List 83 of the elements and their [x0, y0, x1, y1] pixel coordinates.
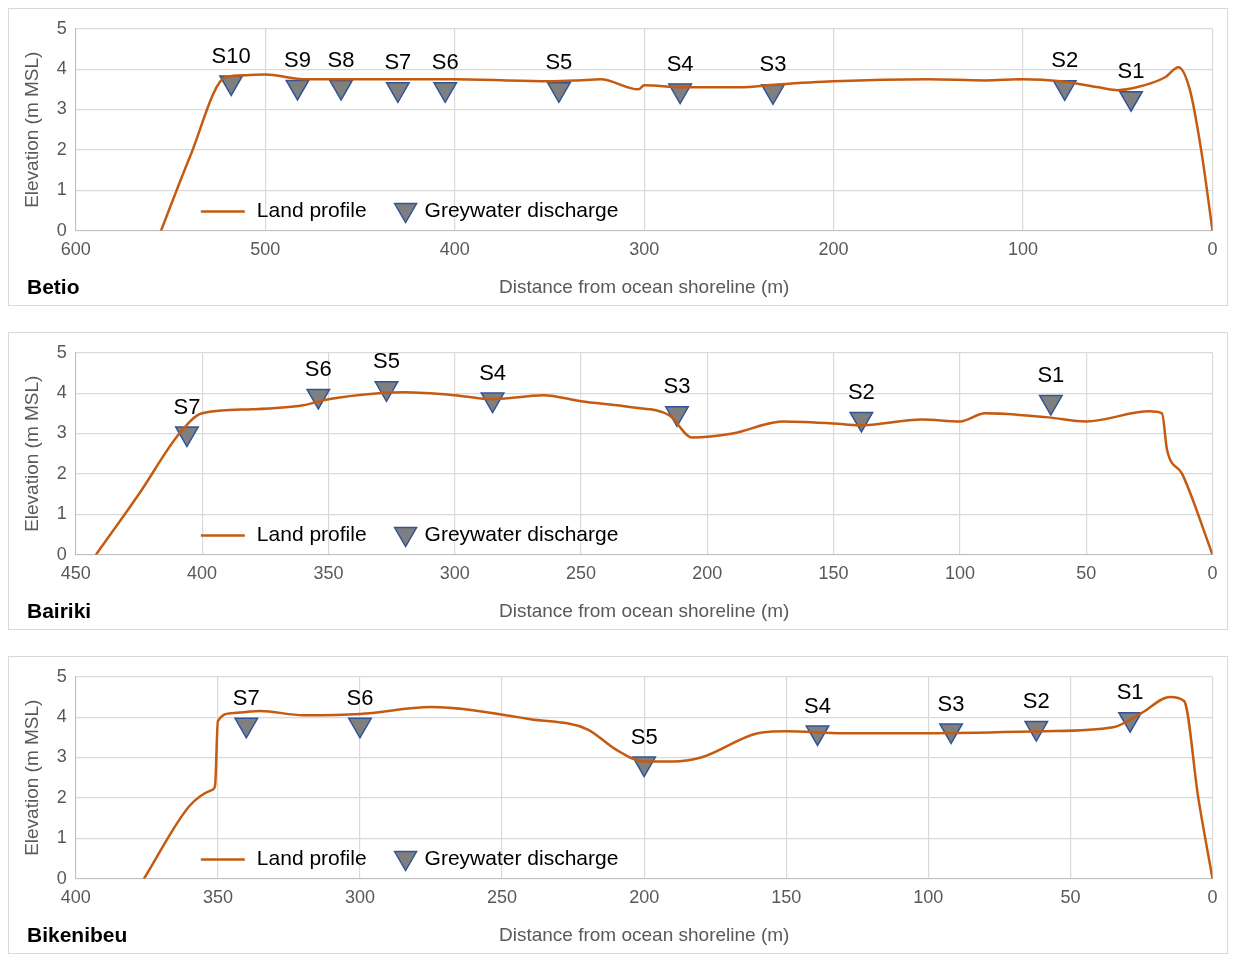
annotation: S4	[804, 692, 831, 718]
y-axis-title: Elevation (m MSL)	[20, 375, 42, 532]
x-tick-label: 0	[1207, 239, 1218, 260]
y-tick-label: 3	[56, 422, 67, 443]
y-axis-title: Elevation (m MSL)	[20, 51, 42, 208]
y-tick-label: 4	[56, 706, 67, 727]
annotation: S1	[1116, 679, 1144, 705]
annotation: S5	[545, 49, 573, 75]
annotation: S2	[1051, 47, 1079, 73]
annotation: S6	[304, 356, 332, 382]
text: Bairiki	[27, 599, 92, 623]
annotation: S3	[759, 51, 787, 77]
x-tick-label: 300	[344, 887, 376, 908]
annotation: S1	[1037, 362, 1065, 388]
annotation: S7	[232, 684, 260, 710]
y-axis-title: Elevation (m MSL)	[20, 699, 42, 856]
legend-label: Greywater discharge	[424, 846, 619, 870]
annotation: S9	[284, 46, 311, 72]
x-tick-label: 300	[629, 239, 660, 260]
annotation: S2	[847, 379, 875, 405]
x-tick-label: 450	[60, 563, 91, 584]
y-tick-label: 3	[56, 98, 67, 119]
y-tick-label: 2	[56, 462, 67, 483]
x-axis-title: Distance from ocean shoreline (m)	[498, 275, 790, 297]
annotation: S7	[384, 49, 412, 75]
x-tick-label: 500	[250, 239, 281, 260]
y-tick-label: 2	[56, 138, 67, 159]
x-tick-label: 150	[771, 887, 802, 908]
y-tick-label: 0	[56, 543, 67, 564]
legend-label: Land profile	[256, 198, 367, 222]
legend-label: Greywater discharge	[424, 522, 619, 546]
annotation: S5	[373, 348, 400, 374]
x-tick-label: 50	[1060, 887, 1081, 908]
x-tick-label: 0	[1207, 887, 1218, 908]
annotation: S3	[663, 373, 691, 399]
y-tick-label: 5	[56, 341, 67, 362]
annotation: S6	[346, 684, 374, 710]
y-tick-label: 4	[56, 58, 67, 79]
annotation: S4	[666, 50, 694, 76]
annotation: S6	[431, 49, 459, 75]
x-tick-label: 100	[913, 887, 944, 908]
annotation: S8	[327, 46, 355, 72]
y-tick-label: 0	[56, 867, 67, 888]
annotation: S1	[1117, 58, 1145, 84]
y-tick-label: 1	[56, 827, 67, 848]
annotation: S5	[630, 723, 658, 749]
x-tick-label: 400	[439, 239, 470, 260]
x-tick-label: 250	[487, 887, 518, 908]
annotation: S7	[173, 393, 201, 419]
x-axis-title: Distance from ocean shoreline (m)	[498, 923, 790, 945]
y-tick-label: 0	[56, 219, 67, 240]
annotation: S10	[211, 42, 251, 68]
x-tick-label: 400	[60, 887, 91, 908]
annotation: S4	[479, 359, 507, 385]
legend-label: Land profile	[256, 522, 367, 546]
x-tick-label: 350	[202, 887, 233, 908]
annotation: S2	[1022, 688, 1050, 714]
x-tick-label: 100	[1008, 239, 1039, 260]
annotation: S3	[937, 690, 965, 716]
x-tick-label: 200	[629, 887, 660, 908]
y-tick-label: 3	[56, 746, 67, 767]
y-tick-label: 1	[56, 179, 67, 200]
y-tick-label: 4	[56, 382, 67, 403]
text: Bikenibeu	[27, 923, 128, 947]
x-tick-label: 400	[187, 563, 218, 584]
x-axis-title: Distance from ocean shoreline (m)	[498, 599, 790, 621]
y-tick-label: 1	[56, 503, 67, 524]
y-tick-label: 5	[56, 665, 67, 686]
x-tick-label: 600	[60, 239, 91, 260]
y-tick-label: 2	[56, 786, 67, 807]
x-tick-label: 350	[313, 563, 344, 584]
x-tick-label: 50	[1076, 563, 1097, 584]
y-tick-label: 5	[56, 17, 67, 38]
x-tick-label: 250	[565, 563, 597, 584]
legend-label: Greywater discharge	[424, 198, 619, 222]
legend-label: Land profile	[256, 846, 367, 870]
text: Betio	[27, 275, 80, 299]
x-tick-label: 200	[818, 239, 849, 260]
x-tick-label: 100	[944, 563, 975, 584]
x-tick-label: 0	[1207, 563, 1218, 584]
x-tick-label: 300	[439, 563, 470, 584]
x-tick-label: 200	[692, 563, 723, 584]
x-tick-label: 150	[818, 563, 849, 584]
